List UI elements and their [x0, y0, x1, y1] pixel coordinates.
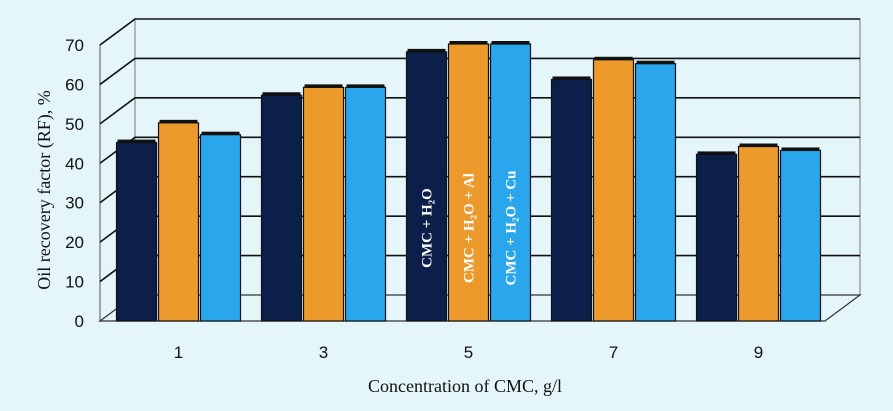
x-tick-label: 1 — [174, 343, 183, 362]
bar — [405, 51, 448, 322]
x-tick-labels: 1 3 5 7 9 — [174, 343, 763, 362]
bar — [695, 153, 738, 322]
y-tick-label: 30 — [65, 194, 84, 213]
bar — [344, 86, 387, 322]
series-label: CMC + H₂O — [420, 188, 436, 268]
y-tick-label: 0 — [75, 312, 84, 331]
bar-top-edge — [594, 56, 633, 60]
bar — [779, 149, 822, 322]
bar — [447, 43, 490, 322]
bar — [550, 78, 593, 322]
bar — [634, 63, 677, 322]
bars — [115, 41, 822, 322]
bar — [157, 122, 200, 322]
gridline — [99, 18, 860, 46]
x-tick-label: 9 — [754, 343, 763, 362]
y-tick-label: 40 — [65, 154, 84, 173]
y-tick-label: 10 — [65, 273, 84, 292]
bar-top-edge — [697, 151, 736, 155]
y-tick-label: 70 — [65, 36, 84, 55]
bar-top-edge — [781, 147, 820, 151]
bar-top-edge — [636, 60, 675, 64]
bar-top-edge — [262, 92, 301, 96]
y-tick-labels: 0 10 20 30 40 50 60 70 — [65, 36, 84, 331]
x-tick-label: 7 — [609, 343, 618, 362]
bar — [115, 141, 158, 322]
bar-top-edge — [201, 131, 240, 135]
bar — [302, 86, 345, 322]
bar — [199, 134, 242, 322]
bar-top-edge — [739, 143, 778, 147]
bar-top-edge — [159, 119, 198, 123]
y-tick-label: 50 — [65, 115, 84, 134]
bar-top-edge — [346, 84, 385, 88]
bar — [737, 145, 780, 322]
bar-top-edge — [552, 76, 591, 80]
x-axis-title: Concentration of CMC, g/l — [368, 376, 562, 396]
y-tick-label: 20 — [65, 233, 84, 252]
bar — [592, 59, 635, 322]
series-label: CMC + H₂O + Al — [462, 173, 478, 283]
y-tick-label: 60 — [65, 75, 84, 94]
bar — [260, 94, 303, 322]
bar-top-edge — [117, 139, 156, 143]
series-labels: CMC + H₂O CMC + H₂O + Al CMC + H₂O + Cu — [420, 171, 520, 286]
bar-top-edge — [449, 41, 488, 44]
y-axis-title: Oil recovery factor (RF), % — [34, 90, 55, 289]
x-tick-label: 5 — [464, 343, 473, 362]
x-tick-label: 3 — [319, 343, 328, 362]
bar-top-edge — [407, 48, 446, 52]
series-label: CMC + H₂O + Cu — [504, 171, 520, 286]
bar — [489, 43, 532, 322]
bar-top-edge — [491, 41, 530, 44]
bar-top-edge — [304, 84, 343, 88]
